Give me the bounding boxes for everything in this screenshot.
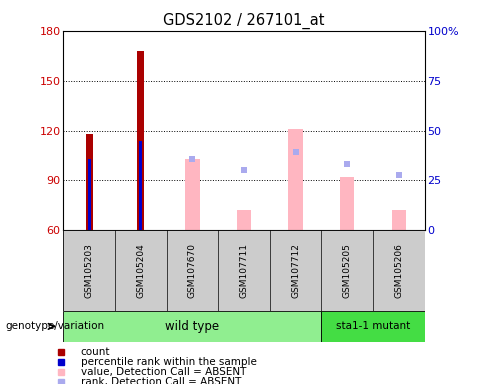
- Bar: [288, 129, 303, 230]
- Title: GDS2102 / 267101_at: GDS2102 / 267101_at: [163, 13, 325, 29]
- Text: value, Detection Call = ABSENT: value, Detection Call = ABSENT: [81, 367, 246, 377]
- Text: GSM105206: GSM105206: [394, 243, 403, 298]
- Bar: [139, 141, 142, 230]
- Bar: [88, 159, 91, 230]
- Text: genotype/variation: genotype/variation: [5, 321, 104, 331]
- Bar: [237, 210, 251, 230]
- Bar: [86, 134, 93, 230]
- Bar: [391, 210, 406, 230]
- Bar: [185, 159, 200, 230]
- Text: percentile rank within the sample: percentile rank within the sample: [81, 357, 257, 367]
- Text: GSM107712: GSM107712: [291, 243, 300, 298]
- Text: GSM107711: GSM107711: [240, 243, 248, 298]
- Bar: [322, 311, 425, 342]
- Bar: [340, 177, 354, 230]
- Bar: [63, 311, 322, 342]
- Text: rank, Detection Call = ABSENT: rank, Detection Call = ABSENT: [81, 377, 241, 384]
- Text: GSM105205: GSM105205: [343, 243, 352, 298]
- Text: wild type: wild type: [165, 320, 220, 333]
- Bar: [138, 51, 144, 230]
- Text: GSM105204: GSM105204: [136, 243, 145, 298]
- Text: sta1-1 mutant: sta1-1 mutant: [336, 321, 410, 331]
- Text: GSM107670: GSM107670: [188, 243, 197, 298]
- Text: count: count: [81, 347, 110, 357]
- Text: GSM105203: GSM105203: [85, 243, 94, 298]
